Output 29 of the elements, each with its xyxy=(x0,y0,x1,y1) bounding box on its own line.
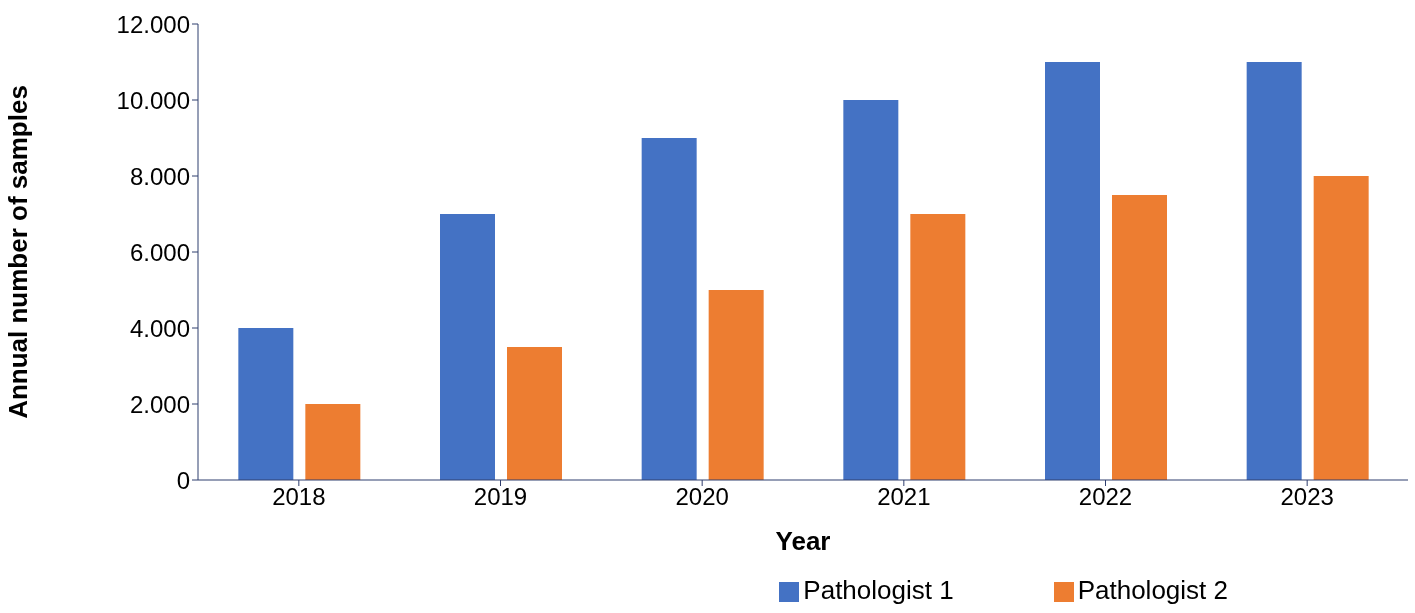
bar xyxy=(1246,62,1302,480)
bar xyxy=(843,100,899,480)
x-tick-label: 2018 xyxy=(272,483,326,511)
legend-label: Pathologist 2 xyxy=(1077,575,1228,605)
bar xyxy=(440,214,495,480)
bar xyxy=(910,214,966,480)
y-tick-label: 6.000 xyxy=(129,238,190,266)
y-tick-label: 2.000 xyxy=(129,390,190,418)
legend-label: Pathologist 1 xyxy=(803,575,954,605)
x-tick-label: 2022 xyxy=(1078,483,1133,511)
bar xyxy=(641,138,697,480)
y-tick-label: 0 xyxy=(176,466,190,494)
bar xyxy=(708,290,764,480)
y-tick-label: 8.000 xyxy=(129,162,190,190)
x-tick-label: 2023 xyxy=(1280,483,1334,511)
bar xyxy=(1313,176,1369,480)
y-tick-label: 4.000 xyxy=(129,314,190,342)
y-axis-title: Annual number of samples xyxy=(3,85,34,419)
y-tick-label: 10.000 xyxy=(116,86,190,114)
bar xyxy=(1112,195,1167,480)
x-tick-label: 2019 xyxy=(473,483,528,511)
bar xyxy=(305,404,361,480)
y-tick-label: 12.000 xyxy=(116,10,190,38)
x-tick-label: 2020 xyxy=(675,483,729,511)
bar xyxy=(507,347,562,480)
bar xyxy=(1045,62,1100,480)
bar xyxy=(238,328,294,480)
x-axis-title: Year xyxy=(775,526,831,557)
x-tick-label: 2021 xyxy=(877,483,931,511)
